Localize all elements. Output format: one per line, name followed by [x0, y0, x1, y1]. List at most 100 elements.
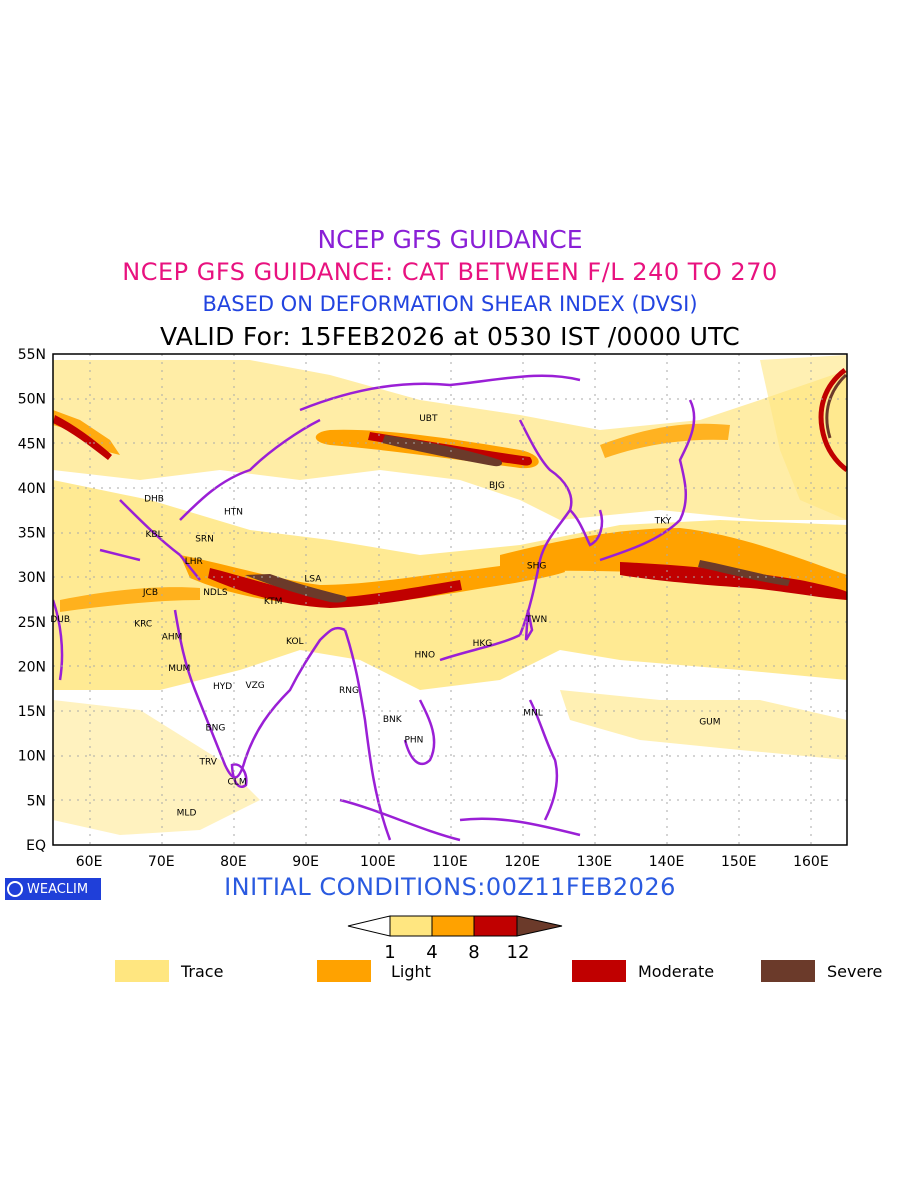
station-label-bjg: BJG — [489, 481, 505, 491]
lat-label-40n: 40N — [18, 481, 46, 497]
lat-label-30n: 30N — [18, 570, 46, 586]
colorbar: 1 4 8 12 — [347, 915, 563, 963]
border-central-asia — [99, 499, 201, 581]
moderate-band-pacific — [620, 562, 847, 600]
turbulence-shading — [53, 355, 847, 842]
title-main: NCEP GFS GUIDANCE — [317, 225, 583, 254]
legend-item-trace: Trace — [115, 960, 223, 982]
weaclim-logo-badge: WEACLIM — [5, 878, 101, 900]
lat-label-eq: EQ — [26, 838, 46, 854]
moderate-band-himalaya — [208, 568, 462, 608]
title-valid-time: VALID For: 15FEB2026 at 0530 IST /0000 U… — [159, 322, 741, 351]
station-label-krc: KRC — [134, 619, 152, 629]
grid — [53, 354, 847, 845]
severe-core-himalaya — [245, 574, 347, 603]
lon-label-150e: 150E — [721, 854, 757, 870]
station-label-mnl: MNL — [523, 709, 543, 719]
coastline-philippines — [528, 699, 559, 821]
station-label-shg: SHG — [527, 561, 546, 571]
coastline-india — [173, 609, 346, 779]
initial-conditions: INITIAL CONDITIONS:00Z11FEB2026 — [224, 873, 676, 901]
station-label-kol: KOL — [286, 637, 304, 647]
legend-swatch-severe — [761, 960, 815, 982]
trace-area-south — [53, 700, 260, 835]
station-label-hkg: HKG — [473, 639, 493, 649]
station-label-dhb: DHB — [144, 494, 164, 504]
light-band-arabia — [60, 587, 200, 612]
station-label-lsa: LSA — [304, 575, 322, 585]
station-label-mum: MUM — [168, 664, 190, 674]
station-label-jcb: JCB — [142, 588, 158, 598]
lon-label-120e: 120E — [504, 854, 540, 870]
map-frame — [52, 353, 848, 846]
station-label-dub: DUB — [50, 615, 70, 625]
legend-swatch-trace — [115, 960, 169, 982]
border-arabia — [53, 599, 64, 681]
lon-label-110e: 110E — [432, 854, 468, 870]
lat-label-25n: 25N — [18, 615, 46, 631]
legend-label-severe: Severe — [827, 961, 883, 981]
colorbar-over-arrow — [516, 915, 563, 937]
station-labels: UBT BJG DHB HTN KBL SRN TKY LHR LSA SHG JCB NDLS KTM… — [50, 414, 720, 819]
lat-label-20n: 20N — [18, 659, 46, 675]
trace-band-northwest — [53, 410, 120, 455]
latitude-labels: 55N 50N 45N 40N 35N 30N 25N 20N 15N 10N 5N EQ — [18, 347, 46, 854]
coastline-taiwan — [524, 609, 534, 641]
colorbar-segment-moderate — [473, 915, 518, 937]
lon-label-70e: 70E — [148, 854, 175, 870]
colorbar-segment-trace — [389, 915, 433, 937]
title-product: NCEP GFS GUIDANCE: CAT BETWEEN F/L 240 T… — [122, 258, 778, 286]
station-label-vzg: VZG — [245, 681, 264, 691]
station-label-tky: TKY — [654, 517, 672, 527]
colorbar-under-arrow — [347, 915, 391, 937]
severe-core-mongolia — [382, 435, 503, 467]
station-label-phn: PHN — [404, 735, 423, 745]
station-label-mld: MLD — [177, 809, 197, 819]
longitude-labels: 60E 70E 80E 90E 100E 110E 120E 130E 140E 150E 160E — [76, 854, 829, 870]
lon-label-100e: 100E — [360, 854, 396, 870]
legend-swatch-light — [317, 960, 371, 982]
border-china-west — [179, 418, 321, 521]
station-label-ubt: UBT — [419, 414, 438, 424]
moderate-band-northwest — [53, 415, 112, 460]
colorbar-tick-12: 12 — [507, 942, 530, 963]
station-label-hno: HNO — [414, 651, 435, 661]
station-label-clm: CLM — [228, 777, 247, 787]
border-mongolia — [299, 374, 581, 412]
legend-item-severe: Severe — [761, 960, 882, 982]
legend-item-light: Light — [317, 960, 431, 982]
lon-label-160e: 160E — [793, 854, 829, 870]
title-method: BASED ON DEFORMATION SHEAR INDEX (DVSI) — [202, 292, 698, 316]
station-label-ktm: KTM — [264, 597, 282, 607]
lat-label-5n: 5N — [27, 793, 46, 809]
lat-label-15n: 15N — [18, 704, 46, 720]
severe-arc-ne — [825, 373, 847, 439]
station-label-gum: GUM — [699, 717, 720, 727]
weaclim-logo-icon — [7, 881, 23, 897]
colorbar-tick-4: 4 — [426, 942, 437, 963]
lon-label-90e: 90E — [292, 854, 319, 870]
station-label-twn: TWN — [525, 615, 547, 625]
light-band-japan — [600, 423, 730, 458]
legend-label-light: Light — [391, 961, 431, 981]
station-label-rng: RNG — [339, 686, 359, 696]
weaclim-brand-text: WEACLIM — [27, 881, 89, 897]
station-label-hyd: HYD — [213, 682, 232, 692]
station-label-trv: TRV — [198, 758, 217, 768]
moderate-arc-ne — [818, 368, 847, 473]
lon-label-80e: 80E — [220, 854, 247, 870]
lon-label-130e: 130E — [577, 854, 613, 870]
coastline-korea — [569, 509, 604, 547]
station-label-kbl: KBL — [146, 530, 163, 540]
lat-label-45n: 45N — [18, 436, 46, 452]
station-label-srn: SRN — [195, 534, 214, 544]
coastline-indochina — [343, 629, 521, 841]
station-label-lhr: LHR — [185, 557, 203, 567]
station-label-htn: HTN — [224, 508, 243, 518]
trace-area-east — [560, 690, 847, 760]
border-indonesia — [339, 798, 581, 842]
legend-label-moderate: Moderate — [638, 961, 715, 981]
legend-swatch-moderate — [572, 960, 626, 982]
colorbar-tick-1: 1 — [384, 942, 395, 963]
